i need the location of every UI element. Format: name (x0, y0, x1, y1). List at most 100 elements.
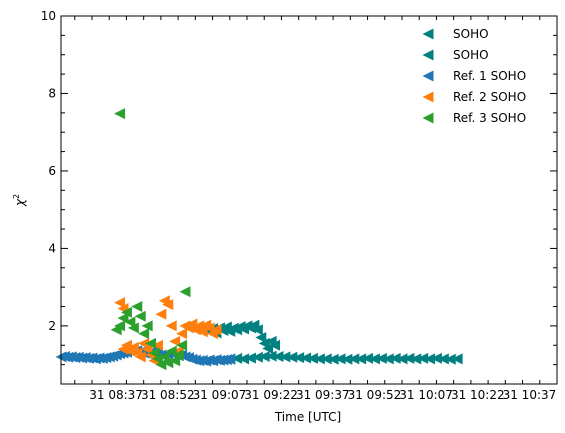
data-point (196, 326, 208, 338)
data-point (127, 341, 139, 353)
x-tick-label: 31 09:37 (296, 388, 350, 402)
data-point (300, 352, 312, 364)
data-point (238, 353, 250, 365)
data-point (396, 353, 408, 365)
legend-label: Ref. 2 SOHO (453, 90, 526, 104)
data-point (162, 357, 174, 369)
data-point (417, 352, 429, 364)
x-tick-label: 31 10:37 (503, 388, 557, 402)
data-point (134, 351, 146, 363)
legend-item: SOHO (422, 27, 489, 41)
data-points (55, 108, 463, 371)
data-point (138, 328, 150, 340)
legend-label: Ref. 3 SOHO (453, 111, 526, 125)
data-point (210, 324, 222, 336)
data-point (389, 352, 401, 364)
data-point (334, 353, 346, 365)
x-tick-label: 31 08:37 (89, 388, 143, 402)
data-point (145, 337, 157, 349)
data-point (313, 353, 325, 365)
data-point (151, 353, 163, 365)
data-point (265, 350, 277, 362)
series-5 (110, 108, 191, 371)
legend-label: SOHO (453, 48, 489, 62)
data-point (451, 353, 463, 365)
plot-frame (60, 15, 558, 385)
legend-item: Ref. 2 SOHO (422, 90, 526, 104)
data-point (148, 347, 160, 359)
data-point (141, 320, 153, 332)
data-point (410, 353, 422, 365)
data-point (176, 339, 188, 351)
data-point (444, 353, 456, 365)
data-point (155, 308, 167, 320)
data-point (251, 324, 263, 336)
data-point (165, 345, 177, 357)
x-tick-label: 31 10:07 (399, 388, 453, 402)
data-point (114, 297, 126, 309)
data-point (131, 301, 143, 313)
x-axis-label: Time [UTC] (274, 410, 341, 424)
data-point (186, 318, 198, 330)
x-tick-label: 31 09:22 (244, 388, 298, 402)
data-point (306, 352, 318, 364)
data-point (134, 310, 146, 322)
legend: SOHO SOHO Ref. 1 SOHO Ref. 2 SOHO Ref. 3 SOH… (422, 27, 526, 125)
data-point (193, 320, 205, 332)
y-tick-label: 4 (48, 241, 56, 255)
legend-item: Ref. 1 SOHO (422, 69, 526, 83)
data-point (375, 352, 387, 364)
data-point (368, 353, 380, 365)
legend-label: Ref. 1 SOHO (453, 69, 526, 83)
data-point (320, 353, 332, 365)
legend-item: Ref. 3 SOHO (422, 111, 526, 125)
x-tick-label: 31 09:07 (193, 388, 247, 402)
data-point (172, 349, 184, 361)
data-point (255, 332, 267, 344)
data-point (231, 352, 243, 364)
y-axis-label-symbol: χ (13, 198, 27, 207)
data-point (151, 339, 163, 351)
data-point (203, 322, 215, 334)
y-tick-label: 6 (48, 164, 56, 178)
legend-marker (422, 112, 434, 124)
data-point (155, 359, 167, 371)
data-point (279, 351, 291, 363)
legend-marker (422, 70, 434, 82)
y-tick-label: 2 (48, 319, 56, 333)
series-4 (114, 295, 222, 367)
x-tick-label: 31 09:52 (348, 388, 402, 402)
data-point (341, 353, 353, 365)
data-point (403, 352, 415, 364)
data-point (293, 352, 305, 364)
legend-marker (422, 91, 434, 103)
data-point (424, 353, 436, 365)
data-point (117, 312, 129, 324)
data-point (176, 328, 188, 340)
data-point (158, 351, 170, 363)
data-point (141, 343, 153, 355)
data-point (251, 351, 263, 363)
data-point (162, 299, 174, 311)
data-point (286, 351, 298, 363)
data-point (138, 337, 150, 349)
y-axis-label: χ2 (12, 194, 27, 207)
data-point (169, 335, 181, 347)
data-point (382, 353, 394, 365)
x-tick-label: 31 10:22 (451, 388, 505, 402)
y-axis-label-superscript: 2 (12, 194, 21, 199)
data-point (114, 320, 126, 332)
data-point (348, 353, 360, 365)
data-point (179, 286, 191, 298)
data-point (120, 306, 132, 318)
legend-marker (422, 49, 434, 61)
y-tick-label: 10 (41, 9, 56, 23)
data-point (362, 352, 374, 364)
y-tick-label: 8 (48, 86, 56, 100)
x-tick-label: 31 08:52 (141, 388, 195, 402)
data-point (430, 352, 442, 364)
legend-marker (422, 28, 434, 40)
data-point (272, 350, 284, 362)
